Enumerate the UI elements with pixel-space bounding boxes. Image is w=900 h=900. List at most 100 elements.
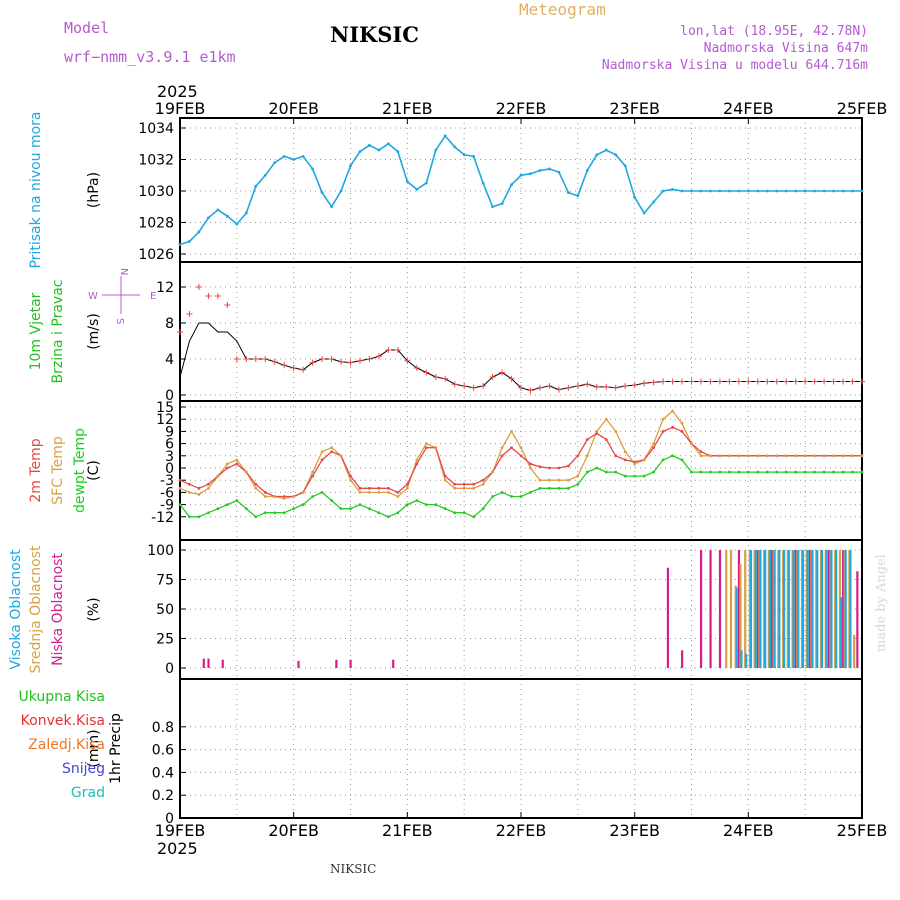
temp-point (510, 495, 513, 498)
temp-point (188, 515, 191, 519)
y-tick-label: 1032 (138, 153, 174, 169)
temp-point (320, 450, 324, 454)
pressure-point (623, 164, 627, 168)
pressure-point (519, 173, 523, 177)
temp-point (557, 486, 561, 490)
temp-point (301, 491, 305, 494)
temp-point (225, 503, 229, 506)
temp-point (604, 470, 608, 474)
precip-legend-item: Snijeg (62, 761, 105, 777)
cloud-high-bar (825, 550, 828, 668)
temp-point (832, 454, 835, 458)
temp-point (642, 458, 646, 462)
pressure-point (197, 230, 201, 234)
wind-gust-marker (574, 383, 581, 389)
pressure-point (699, 189, 703, 193)
cloud-low-bar (808, 550, 812, 668)
y-tick-label: 12 (156, 412, 174, 428)
temp-point (405, 503, 409, 506)
temp-point (415, 462, 419, 466)
pressure-point (377, 148, 381, 152)
cloud-low-bar (718, 550, 722, 668)
temp-point (851, 454, 854, 458)
pressure-point (254, 184, 258, 188)
temp-point (680, 458, 684, 462)
wind-gust-marker (773, 378, 780, 385)
temp-point (462, 482, 466, 486)
pressure-point (330, 205, 333, 209)
temp-point (690, 470, 693, 474)
precip-legend-item: Grad (71, 785, 105, 801)
pressure-point (225, 214, 229, 218)
x-tick-label-top: 21FEB (382, 99, 433, 118)
temp-point (841, 470, 845, 474)
temp-point (557, 466, 561, 470)
temp-point (263, 495, 267, 498)
wind-gust-marker (631, 382, 638, 389)
wind-gust-marker (754, 378, 761, 385)
pressure-point (794, 189, 798, 193)
temp-point (775, 470, 779, 474)
temp-point (396, 491, 400, 494)
temp-point (178, 486, 182, 490)
wind-gust-marker (338, 358, 345, 365)
cloud-mid-bar (725, 550, 728, 668)
cloud-high-bar (773, 550, 776, 668)
cloud-low-bar (297, 660, 300, 668)
cloud-low-bar (737, 550, 741, 668)
pressure-point (320, 191, 324, 194)
cloud-low-bar (666, 567, 670, 668)
pressure-point (216, 208, 220, 212)
wind-gust-marker (612, 384, 619, 391)
wind-gust-marker (328, 356, 335, 362)
wind-gust-marker (584, 381, 591, 388)
cloud-low-bar (856, 571, 859, 668)
pressure-point (311, 167, 315, 171)
temp-point (623, 458, 627, 462)
temp-point (197, 515, 201, 519)
cloud-high-bar (740, 650, 743, 668)
temp-point (746, 454, 750, 458)
cloud-high-bar (844, 550, 847, 668)
temp-point (453, 482, 457, 486)
temp-point (566, 486, 570, 490)
x-tick-label-bottom: 24FEB (723, 821, 774, 840)
wind-gust-marker (252, 356, 259, 362)
footer-station: NIKSIC (330, 862, 377, 876)
temp-point (784, 470, 788, 474)
cloud-low-bar (207, 658, 210, 668)
cloud-high-bar (820, 550, 824, 668)
pressure-point (510, 183, 513, 187)
temp-point (311, 470, 315, 474)
pressure-point (235, 222, 239, 226)
temp-point (443, 478, 447, 482)
temp-point (188, 482, 191, 486)
temp-point (585, 454, 589, 458)
year-label-top: 2025 (157, 82, 198, 101)
pressure-point (368, 143, 371, 147)
temp-point (235, 458, 239, 462)
temp-point (349, 474, 352, 478)
y-tick-label: 1026 (138, 247, 174, 263)
pressure-point (349, 164, 352, 168)
wind-gust-marker (508, 375, 515, 382)
meteogram-title: Meteogram (519, 0, 606, 19)
temp-point (699, 454, 703, 458)
temp-point (709, 470, 712, 474)
x-tick-label-top: 25FEB (837, 99, 888, 118)
y-tick-label: 100 (147, 543, 174, 559)
temp-point (718, 470, 722, 474)
y-tick-label: 9 (165, 424, 174, 440)
temp-point (614, 430, 618, 433)
pressure-point (263, 173, 267, 177)
wind-gust-marker (423, 369, 430, 376)
temp-point (273, 511, 277, 515)
temp-point (510, 430, 513, 433)
wind-gust-marker (309, 359, 316, 366)
cloud-high-bar (797, 550, 800, 668)
pressure-point (832, 189, 835, 193)
compass-w: W (88, 291, 98, 302)
temp-point (822, 470, 826, 474)
cloud-low-bar (221, 659, 224, 668)
wind-gust-marker (243, 356, 250, 362)
